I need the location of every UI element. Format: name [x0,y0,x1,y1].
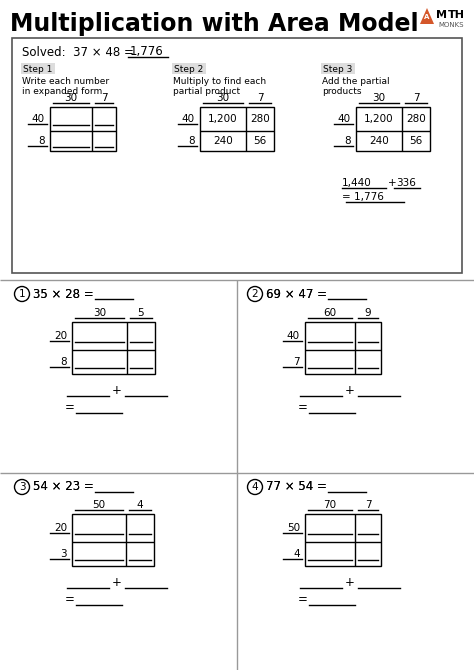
Text: TH: TH [448,10,465,20]
Text: 40: 40 [338,114,351,124]
Text: +: + [345,576,355,588]
Text: 20: 20 [54,331,67,341]
Text: Write each number: Write each number [22,78,109,86]
Text: 30: 30 [373,93,385,103]
Text: 5: 5 [137,308,144,318]
Text: Step 3: Step 3 [323,64,352,74]
FancyBboxPatch shape [172,63,206,74]
Text: 50: 50 [287,523,300,533]
Text: = 1,776: = 1,776 [342,192,384,202]
Text: partial product: partial product [173,88,240,96]
Bar [50,107,116,151]
Text: 7: 7 [100,93,107,103]
Text: 8: 8 [38,136,45,146]
Text: Step 1: Step 1 [23,64,52,74]
Text: 7: 7 [365,500,371,510]
Text: =: = [65,401,75,415]
Bar [356,107,430,151]
Text: 54 × 23 =: 54 × 23 = [33,480,98,494]
Text: 7: 7 [257,93,264,103]
Text: 40: 40 [32,114,45,124]
Text: 1,200: 1,200 [208,114,238,124]
Text: 3: 3 [60,549,67,559]
Text: 77 × 54 =: 77 × 54 = [266,480,331,494]
Text: +: + [112,383,122,397]
Text: 1: 1 [18,289,25,299]
Text: 1,440: 1,440 [342,178,372,188]
Bar [72,322,155,374]
Text: 3: 3 [18,482,25,492]
Bar [305,514,381,566]
Text: 69 × 47 =: 69 × 47 = [266,287,331,301]
Text: =: = [298,401,308,415]
Text: 4: 4 [137,500,143,510]
Text: 240: 240 [213,136,233,146]
Text: 7: 7 [293,357,300,367]
Text: 30: 30 [93,308,106,318]
Text: 1,776: 1,776 [130,44,164,58]
Text: +: + [345,383,355,397]
Text: 60: 60 [323,308,337,318]
Text: 8: 8 [188,136,195,146]
Bar [12,38,462,273]
Text: 7: 7 [413,93,419,103]
Bar [72,514,154,566]
Text: 336: 336 [396,178,416,188]
Text: 9: 9 [365,308,371,318]
Text: +: + [388,178,397,188]
Text: 8: 8 [345,136,351,146]
Text: 280: 280 [406,114,426,124]
Text: 280: 280 [250,114,270,124]
Text: 4: 4 [293,549,300,559]
Text: 30: 30 [217,93,229,103]
Text: M: M [436,10,447,20]
Text: 1,200: 1,200 [364,114,394,124]
Text: 40: 40 [287,331,300,341]
Text: 56: 56 [254,136,266,146]
Text: Multiplication with Area Model: Multiplication with Area Model [10,12,419,36]
FancyBboxPatch shape [321,63,355,74]
Text: MONKS: MONKS [438,22,464,28]
Text: 20: 20 [54,523,67,533]
Text: 69 × 47 =: 69 × 47 = [266,287,331,301]
Text: products: products [322,88,362,96]
Text: A: A [424,14,430,20]
FancyBboxPatch shape [21,63,55,74]
Text: Add the partial: Add the partial [322,78,390,86]
Text: Step 2: Step 2 [174,64,203,74]
Text: 4: 4 [252,482,258,492]
Text: 35 × 28 =: 35 × 28 = [33,287,97,301]
Text: 240: 240 [369,136,389,146]
Text: 50: 50 [92,500,106,510]
Text: 8: 8 [60,357,67,367]
Text: 77 × 54 =: 77 × 54 = [266,480,331,494]
Text: 30: 30 [64,93,78,103]
Polygon shape [420,8,434,24]
Bar [305,322,381,374]
Text: 54 × 23 =: 54 × 23 = [33,480,98,494]
Text: 56: 56 [410,136,423,146]
Text: 40: 40 [182,114,195,124]
Text: =: = [298,594,308,606]
Text: 2: 2 [252,289,258,299]
Text: 35 × 28 =: 35 × 28 = [33,287,97,301]
Text: Multiply to find each: Multiply to find each [173,78,266,86]
Text: +: + [112,576,122,588]
Text: 70: 70 [323,500,337,510]
Bar [200,107,274,151]
Text: in expanded form: in expanded form [22,88,102,96]
Text: =: = [65,594,75,606]
Text: Solved:  37 × 48 =: Solved: 37 × 48 = [22,46,137,60]
